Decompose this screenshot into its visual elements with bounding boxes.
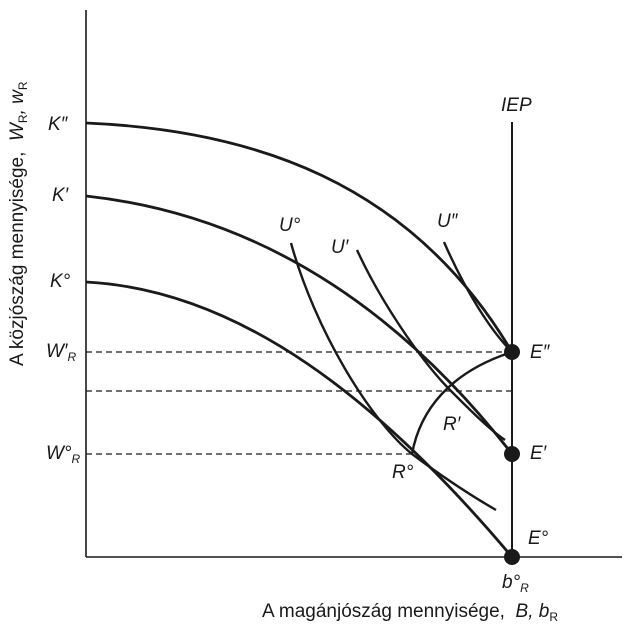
y-axis-sub1: R xyxy=(16,114,30,124)
label-b0-sub: R xyxy=(520,581,529,595)
label-w1: W′R xyxy=(46,342,76,363)
curve-k1 xyxy=(85,194,514,455)
label-e1: E′ xyxy=(530,443,547,464)
label-iep: IEP xyxy=(501,95,532,116)
curve-u1 xyxy=(355,249,506,441)
label-w0-sub: R xyxy=(71,452,81,466)
label-k1: K′ xyxy=(52,185,69,206)
label-e2: E″ xyxy=(530,342,550,363)
label-b0-main: b° xyxy=(502,572,521,593)
label-w1-main: W′ xyxy=(46,341,68,362)
point-e1 xyxy=(504,446,520,462)
label-e0: E° xyxy=(528,528,549,549)
label-u0: U° xyxy=(279,215,301,236)
curve-k0 xyxy=(85,280,514,558)
curve-k2 xyxy=(85,121,514,353)
y-axis-label-text: A közjószág mennyisége, xyxy=(7,151,28,366)
label-r1: R′ xyxy=(443,414,461,435)
label-k2: K″ xyxy=(48,114,68,135)
y-axis-var1: W xyxy=(7,123,28,142)
label-w0-main: W° xyxy=(46,443,72,464)
x-axis-sep: , b xyxy=(528,601,550,622)
label-r0: R° xyxy=(392,462,414,483)
curve-u2 xyxy=(442,241,513,353)
expansion-path xyxy=(410,350,513,455)
label-u1: U′ xyxy=(331,237,349,258)
label-w0: W°R xyxy=(46,444,80,465)
label-u2: U″ xyxy=(437,211,458,232)
y-axis-label: A közjószág mennyisége, WR, wR xyxy=(7,81,30,366)
curve-u0 xyxy=(289,242,497,512)
y-axis-sep: , w xyxy=(7,90,28,115)
y-axis-sub2: R xyxy=(16,81,30,91)
x-axis-sub: R xyxy=(549,610,558,624)
label-w1-sub: R xyxy=(67,350,77,364)
point-e2 xyxy=(504,344,520,360)
x-axis-label-text: A magánjószág mennyisége, xyxy=(262,601,505,622)
point-e0 xyxy=(504,549,520,565)
label-b0: b°R xyxy=(502,573,529,594)
label-k0: K° xyxy=(50,271,71,292)
x-axis-label: A magánjószág mennyisége, B, bR xyxy=(262,602,558,623)
x-axis-var1: B xyxy=(515,601,529,622)
